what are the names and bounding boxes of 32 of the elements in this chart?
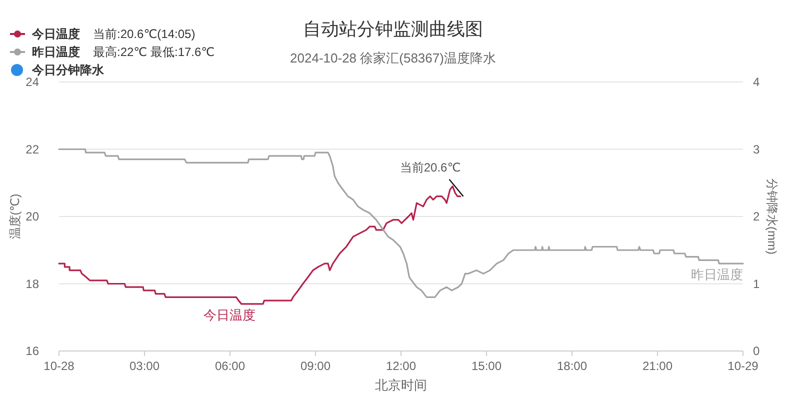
y-tick-label: 20 xyxy=(26,210,40,224)
x-tick-label: 03:00 xyxy=(129,359,160,373)
x-tick-label: 12:00 xyxy=(386,359,416,373)
y2-tick-label: 4 xyxy=(753,75,760,89)
chart-subtitle: 2024-10-28 徐家汇(58367)温度降水 xyxy=(290,50,496,66)
annotation: 当前20.6℃ xyxy=(400,160,461,174)
text: 最高:22℃ 最低:17.6℃ xyxy=(93,45,215,59)
y2-tick-label: 0 xyxy=(753,344,760,358)
x-tick-label: 09:00 xyxy=(300,359,331,373)
y-tick-label: 22 xyxy=(26,142,40,156)
x-axis-title: 北京时间 xyxy=(375,378,427,392)
y2-axis-title: 分钟降水(mm) xyxy=(765,178,779,254)
x-tick-label: 21:00 xyxy=(642,359,673,373)
legend-label: 昨日温度 xyxy=(32,45,80,59)
x-tick-label: 18:00 xyxy=(556,359,588,373)
y-tick-label: 24 xyxy=(26,75,40,89)
y-tick-label: 16 xyxy=(26,344,40,358)
y2-tick-label: 3 xyxy=(753,142,760,156)
text: 昨日温度 xyxy=(691,267,743,282)
legend-label: 今日分钟降水 xyxy=(31,63,105,77)
y2-tick-label: 1 xyxy=(753,276,760,291)
text: 当前:20.6℃(14:05) xyxy=(93,27,196,41)
y-tick-label: 18 xyxy=(26,276,40,291)
x-tick-label: 15:00 xyxy=(471,359,502,373)
x-tick-label: 10-28 xyxy=(44,359,75,373)
legend-label: 今日温度 xyxy=(31,27,80,41)
x-tick-label: 06:00 xyxy=(214,359,246,373)
text: 今日温度 xyxy=(203,307,256,322)
x-tick-label: 10-29 xyxy=(728,359,759,373)
y2-tick-label: 2 xyxy=(753,210,760,224)
chart-title: 自动站分钟监测曲线图 xyxy=(303,19,483,39)
y-axis-title: 温度(℃) xyxy=(8,194,22,240)
